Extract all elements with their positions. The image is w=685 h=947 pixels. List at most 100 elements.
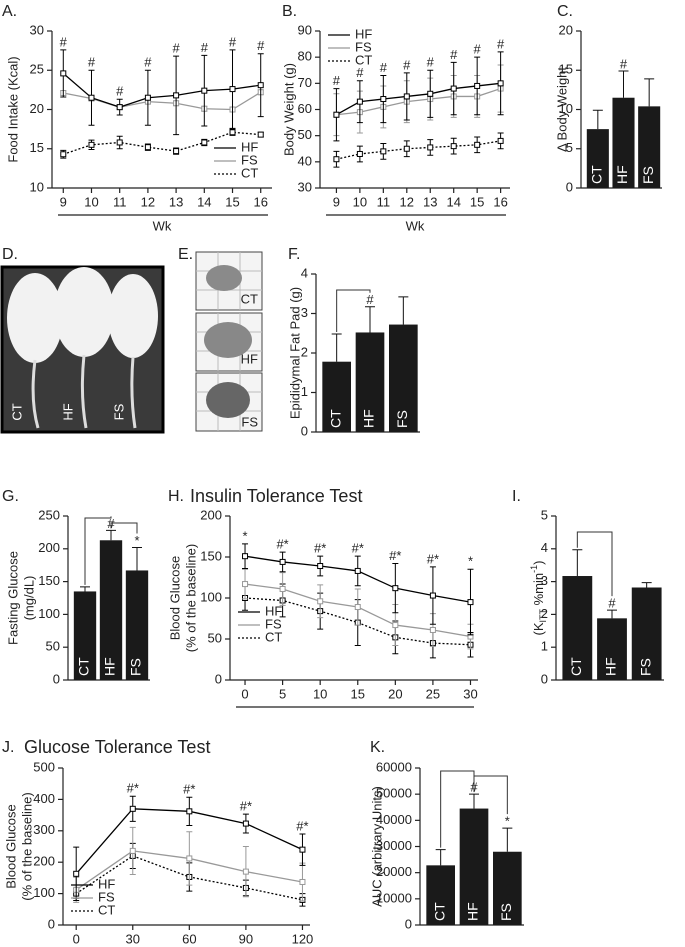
- panel-label: K.: [370, 739, 385, 756]
- point: [279, 585, 286, 592]
- x-tick-label: 15: [470, 194, 484, 209]
- series-line: [62, 72, 261, 108]
- point: [467, 599, 474, 606]
- y-axis-label-part: ITT: [538, 608, 548, 622]
- y-tick-label: 80: [298, 49, 312, 64]
- error-bar: [365, 306, 375, 333]
- annotation: #: [333, 73, 341, 88]
- mice: [7, 267, 158, 429]
- photo-label: FS: [111, 403, 126, 420]
- annotation: *: [242, 528, 247, 543]
- point: [129, 805, 136, 812]
- y-tick-label: 100: [200, 589, 222, 604]
- x-tick-label: 14: [197, 194, 211, 209]
- x-tick-label: 12: [141, 194, 155, 209]
- bar-category-label: CT: [568, 657, 584, 676]
- comparison-bracket: [110, 522, 138, 534]
- panel-label: D.: [2, 246, 18, 263]
- y-tick-label: 10: [30, 179, 44, 194]
- y-tick-label: 30: [298, 179, 312, 194]
- error-bar: [607, 609, 617, 619]
- legend-label: FS: [265, 616, 282, 631]
- y-axis-label: Blood Glucose: [167, 556, 182, 641]
- y-tick-label: 200: [33, 854, 55, 869]
- annotation: #: [229, 34, 237, 49]
- panel-label: A.: [2, 3, 17, 20]
- x-tick-label: 20: [388, 686, 402, 701]
- annotation: *: [468, 554, 473, 569]
- error-bar: [502, 827, 513, 852]
- y-tick-label: 1: [301, 384, 308, 399]
- x-tick-label: 13: [423, 194, 437, 209]
- y-axis-label: Fasting Glucose: [5, 551, 20, 645]
- x-tick-label: 16: [253, 194, 267, 209]
- bar-category-label: HF: [614, 165, 630, 184]
- point: [380, 96, 387, 103]
- y-tick-label: 10000: [376, 890, 412, 905]
- panel-label: E.: [178, 246, 193, 263]
- y-tick-label: 4: [301, 265, 308, 280]
- bar: [73, 591, 97, 680]
- point: [299, 878, 306, 885]
- bar: [99, 540, 123, 680]
- bar-category-label: FS: [640, 166, 656, 184]
- annotation: #: [116, 84, 124, 99]
- bar: [638, 106, 661, 188]
- y-tick-label: 150: [200, 548, 222, 563]
- point: [229, 129, 236, 136]
- legend-label: CT: [265, 629, 282, 644]
- y-axis-label-part: -1: [529, 565, 539, 573]
- point: [317, 563, 324, 570]
- bar: [631, 587, 662, 680]
- y-axis-label-part: ): [531, 561, 546, 565]
- annotation: #*: [276, 537, 288, 552]
- y-tick-label: 40: [298, 153, 312, 168]
- y-tick-label: 4: [541, 540, 548, 555]
- y-tick-label: 50000: [376, 786, 412, 801]
- y-tick-label: 150: [38, 573, 60, 588]
- x-axis-label: Wk: [153, 218, 172, 233]
- annotation: #: [608, 596, 616, 611]
- bar: [597, 618, 627, 680]
- point: [333, 156, 340, 163]
- legend-label: HF: [265, 603, 282, 618]
- bar-category-label: HF: [361, 409, 377, 428]
- photo-label: CT: [9, 403, 24, 420]
- x-axis-label: Wk: [406, 218, 425, 233]
- panel-label: I.: [512, 488, 521, 505]
- legend-label: HF: [98, 876, 115, 891]
- legend-label: CT: [241, 165, 258, 180]
- bar-category-label: FS: [394, 410, 410, 428]
- point: [333, 111, 340, 118]
- comparison-bracket: [84, 516, 112, 585]
- point: [201, 139, 208, 146]
- point: [173, 148, 180, 155]
- y-tick-label: 60: [298, 101, 312, 116]
- y-axis-label: (% of the baseline): [183, 544, 198, 652]
- series-line: [336, 82, 501, 116]
- point: [450, 85, 457, 92]
- legend-label: FS: [98, 889, 115, 904]
- annotation: *: [134, 533, 139, 548]
- bar: [612, 97, 635, 188]
- annotation: #: [172, 41, 180, 56]
- bar-category-label: HF: [465, 902, 481, 921]
- x-tick-label: 90: [239, 931, 253, 946]
- point: [116, 104, 123, 111]
- point: [186, 855, 193, 862]
- legend-label: CT: [355, 52, 372, 67]
- error-bar: [644, 78, 655, 107]
- point: [242, 868, 249, 875]
- y-tick-label: 300: [33, 822, 55, 837]
- bar: [586, 129, 609, 188]
- comparison-bracket: [336, 289, 371, 333]
- legend-label: HF: [355, 26, 372, 41]
- x-tick-label: 10: [84, 194, 98, 209]
- photo-label: FS: [241, 414, 258, 429]
- point: [186, 808, 193, 815]
- chart-title: Glucose Tolerance Test: [24, 737, 210, 757]
- x-tick-label: 120: [292, 931, 314, 946]
- x-tick-label: 10: [313, 686, 327, 701]
- y-tick-label: 400: [33, 791, 55, 806]
